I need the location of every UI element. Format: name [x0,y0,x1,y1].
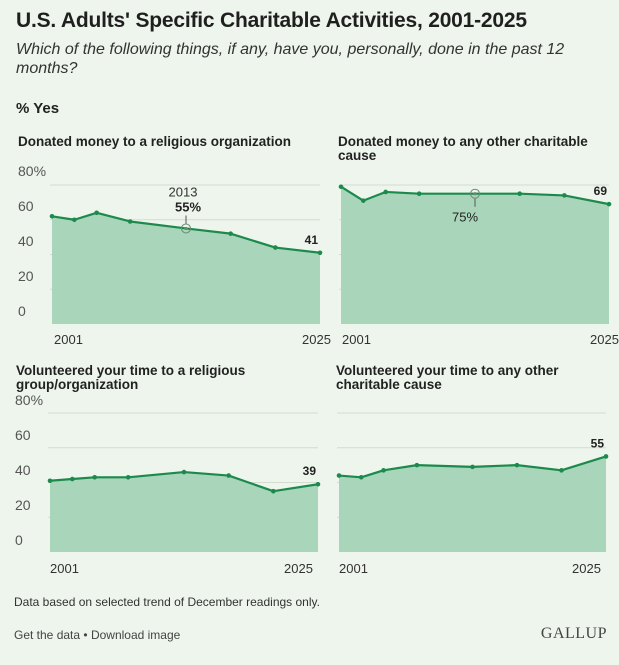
annotation-value: 75% [452,210,478,225]
download-image-link[interactable]: Download image [90,628,181,642]
highlight-ring [181,223,191,234]
data-point [184,226,188,231]
data-point [381,468,386,473]
data-point [47,478,53,484]
x-tick-label: 2001 [54,332,83,347]
chart-panel-2: 75% 69 2001 2025 [338,184,619,347]
data-point [473,192,477,196]
data-point [226,473,231,478]
footer-links: Get the data • Download image [14,628,180,642]
data-point [361,198,366,203]
data-point [49,213,55,219]
data-point [517,191,522,196]
highlight-ring [470,188,480,199]
y-tick-label: 0 [18,303,26,319]
chart-panel-3: 80% 60 40 20 0 39 2001 2025 [15,392,321,576]
chart-title: U.S. Adults' Specific Charitable Activit… [16,9,527,32]
get-data-link[interactable]: Get the data [14,628,81,642]
panel-title-1: Donated money to a religious organizatio… [18,134,292,149]
panel-title-3: Volunteered your time to a religious gro… [16,363,246,392]
x-tick-label: 2025 [284,561,313,576]
panel-title-2: Donated money to any other charitable ca… [338,134,588,163]
y-tick-label: 20 [15,497,31,513]
data-point [271,488,276,494]
data-point [125,474,131,480]
end-value-label: 39 [303,464,317,478]
x-tick-label: 2025 [302,332,331,347]
y-tick-label: 0 [15,532,23,548]
area-fill [341,186,609,324]
end-value-label: 55 [591,436,605,450]
y-tick-label: 20 [18,268,34,284]
data-point [562,193,567,198]
y-tick-label: 80% [18,163,46,179]
series-line [338,455,607,479]
unit-label: % Yes [16,100,60,117]
x-tick-label: 2025 [590,332,619,347]
data-point [358,474,364,480]
data-point [470,464,475,470]
data-point [72,217,77,223]
data-point [127,219,133,224]
chart-subtitle: Which of the following things, if any, h… [16,41,565,77]
data-point [317,250,323,256]
data-point [94,210,99,216]
data-point [414,462,420,468]
y-tick-label: 80% [15,392,43,408]
series-line [51,211,321,254]
data-point [383,189,388,195]
footnote: Data based on selected trend of December… [14,595,320,609]
end-value-label: 41 [305,233,319,247]
data-point [181,469,187,475]
x-tick-label: 2001 [342,332,371,347]
panel-title-4: Volunteered your time to any other chari… [336,363,559,392]
data-point [603,454,609,459]
series-line [49,470,319,493]
annotation-year: 2013 [169,184,198,199]
data-point [559,468,564,473]
data-point [416,191,422,196]
data-point [336,473,342,478]
x-tick-label: 2025 [572,561,601,576]
y-tick-label: 40 [18,233,34,249]
data-point [70,476,75,482]
x-tick-label: 2001 [50,561,79,576]
data-point [514,462,520,468]
data-point [273,245,278,250]
area-fill [50,472,318,552]
y-tick-label: 60 [15,427,31,443]
footer-separator: • [83,628,88,642]
end-value-label: 69 [594,184,608,198]
area-fill [339,456,606,552]
y-tick-label: 40 [15,462,31,478]
series-line [340,185,610,206]
data-point [606,201,612,207]
data-point [315,481,321,487]
gallup-logo: GALLUP [540,625,607,642]
x-tick-label: 2001 [339,561,368,576]
data-point [228,231,233,236]
annotation-value: 55% [175,199,201,214]
data-point [92,474,97,480]
data-point [338,184,344,190]
chart-panel-4: 55 2001 2025 [336,412,609,576]
y-tick-label: 60 [18,198,34,214]
